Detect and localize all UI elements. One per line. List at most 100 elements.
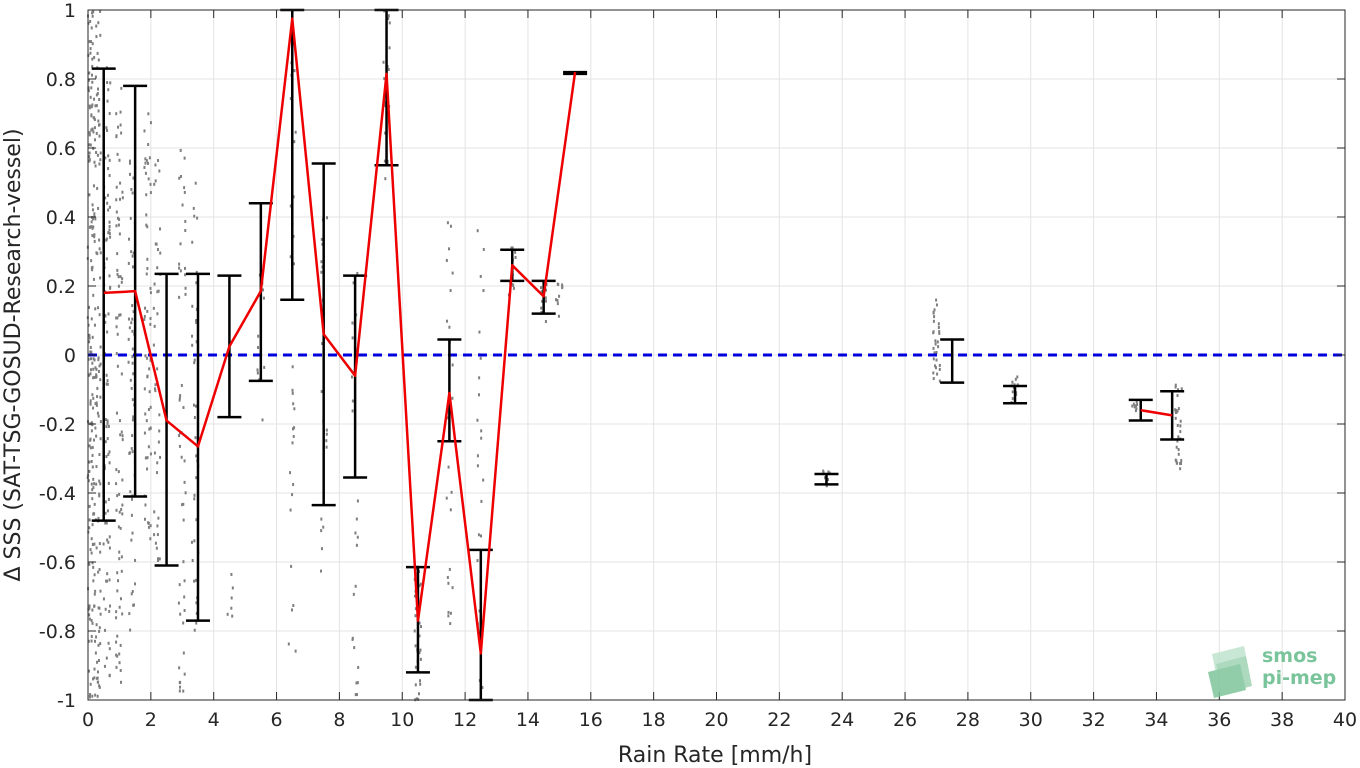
scatter-point bbox=[178, 434, 181, 438]
scatter-point bbox=[106, 99, 109, 103]
scatter-point bbox=[132, 176, 135, 180]
scatter-point bbox=[106, 193, 109, 197]
scatter-point bbox=[115, 616, 118, 620]
scatter-point bbox=[129, 628, 132, 632]
scatter-point bbox=[179, 148, 182, 152]
scatter-point bbox=[116, 252, 119, 256]
scatter-point bbox=[320, 547, 323, 551]
scatter-point bbox=[289, 97, 292, 101]
scatter-point bbox=[90, 421, 93, 425]
scatter-point bbox=[96, 153, 99, 157]
scatter-point bbox=[95, 131, 98, 135]
scatter-point bbox=[115, 653, 118, 657]
scatter-point bbox=[95, 24, 98, 28]
scatter-point bbox=[98, 364, 101, 368]
scatter-point bbox=[88, 333, 91, 337]
scatter-point bbox=[938, 367, 941, 371]
scatter-point bbox=[118, 492, 121, 496]
scatter-point bbox=[320, 260, 323, 264]
scatter-point bbox=[98, 123, 101, 127]
scatter-point bbox=[120, 430, 123, 434]
scatter-point bbox=[87, 639, 90, 643]
scatter-point bbox=[96, 680, 99, 684]
scatter-point bbox=[97, 58, 100, 62]
scatter-point bbox=[195, 454, 198, 458]
scatter-point bbox=[325, 445, 328, 449]
scatter-point bbox=[156, 312, 159, 316]
scatter-point bbox=[153, 510, 156, 514]
scatter-point bbox=[92, 277, 95, 281]
scatter-point bbox=[289, 255, 292, 259]
x-tick-label: 40 bbox=[1333, 709, 1357, 731]
scatter-point bbox=[98, 685, 101, 689]
scatter-point bbox=[93, 323, 96, 327]
scatter-point bbox=[88, 104, 91, 108]
scatter-point bbox=[96, 386, 99, 390]
scatter-point bbox=[115, 198, 118, 202]
scatter-point bbox=[388, 21, 391, 25]
scatter-point bbox=[90, 429, 93, 433]
scatter-point bbox=[115, 610, 118, 614]
scatter-point bbox=[93, 239, 96, 243]
scatter-point bbox=[91, 11, 94, 15]
scatter-point bbox=[93, 667, 96, 671]
scatter-point bbox=[130, 592, 133, 596]
scatter-point bbox=[145, 272, 148, 276]
scatter-point bbox=[93, 233, 96, 237]
scatter-point bbox=[89, 446, 92, 450]
scatter-point bbox=[449, 224, 452, 228]
scatter-point bbox=[152, 306, 155, 310]
scatter-point bbox=[91, 57, 94, 61]
scatter-point bbox=[937, 322, 940, 326]
scatter-point bbox=[88, 336, 91, 340]
scatter-point bbox=[355, 681, 358, 685]
scatter-point bbox=[108, 174, 111, 178]
scatter-point bbox=[294, 130, 297, 134]
scatter-point bbox=[181, 203, 184, 207]
scatter-point bbox=[937, 345, 940, 349]
scatter-point bbox=[119, 526, 122, 530]
scatter-point bbox=[178, 262, 181, 266]
scatter-point bbox=[108, 225, 111, 229]
scatter-point bbox=[195, 319, 198, 323]
scatter-point bbox=[180, 455, 183, 459]
y-tick-label: -0.8 bbox=[39, 621, 76, 643]
scatter-point bbox=[131, 304, 134, 308]
scatter-point bbox=[93, 375, 96, 379]
x-tick-label: 2 bbox=[145, 709, 157, 731]
scatter-point bbox=[108, 535, 111, 539]
scatter-point bbox=[94, 693, 97, 697]
scatter-point bbox=[932, 331, 935, 335]
scatter-point bbox=[193, 361, 196, 365]
scatter-point bbox=[480, 499, 483, 503]
scatter-point bbox=[147, 525, 150, 529]
scatter-point bbox=[127, 337, 130, 341]
scatter-point bbox=[193, 214, 196, 218]
scatter-point bbox=[119, 123, 122, 127]
scatter-point bbox=[479, 356, 482, 360]
scatter-point bbox=[99, 251, 102, 255]
scatter-point bbox=[94, 366, 97, 370]
scatter-point bbox=[184, 228, 187, 232]
scatter-point bbox=[130, 187, 133, 191]
scatter-point bbox=[145, 419, 148, 423]
error-bar bbox=[1003, 384, 1028, 405]
scatter-point bbox=[148, 427, 151, 431]
scatter-point bbox=[98, 134, 101, 138]
scatter-point bbox=[480, 429, 483, 433]
scatter-point bbox=[182, 406, 185, 410]
scatter-point bbox=[98, 684, 101, 688]
scatter-point bbox=[88, 159, 91, 163]
scatter-point bbox=[289, 471, 292, 475]
scatter-point bbox=[420, 625, 423, 629]
scatter-point bbox=[98, 568, 101, 572]
scatter-point bbox=[418, 651, 421, 655]
scatter-point bbox=[120, 86, 123, 90]
scatter-point bbox=[91, 453, 94, 457]
scatter-point bbox=[91, 268, 94, 272]
scatter-point bbox=[96, 694, 99, 698]
scatter-point bbox=[290, 608, 293, 612]
scatter-point bbox=[93, 212, 96, 216]
scatter-point bbox=[92, 293, 95, 297]
scatter-point bbox=[825, 484, 828, 488]
